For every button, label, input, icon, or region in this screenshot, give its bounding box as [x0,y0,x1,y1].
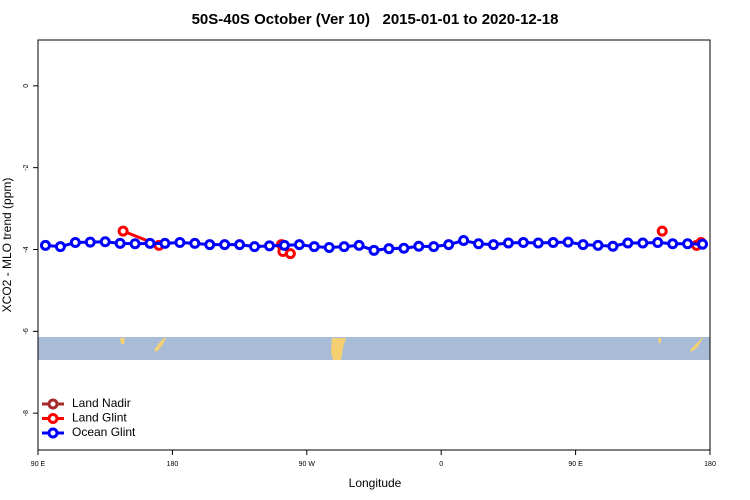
point [517,237,529,249]
x-tick-label: 90 W [299,461,316,468]
legend-marker [47,427,59,439]
x-tick-label: 90 E [568,461,583,468]
point [129,238,141,250]
point [368,244,380,256]
x-tick-label: 180 [704,461,716,468]
point [458,234,470,246]
point [532,237,544,249]
point [353,239,365,251]
point [99,236,111,248]
y-tick-label: -2 [23,164,30,170]
plot-frame [37,39,711,451]
point [249,241,261,253]
point [144,237,156,249]
point [577,239,589,251]
point [697,238,709,250]
y-tick-label: -6 [23,328,30,334]
point [39,239,51,251]
point [667,238,679,250]
x-tick-label: 180 [167,461,179,468]
y-tick-label: -8 [23,410,30,416]
point [159,237,171,249]
point [69,237,81,249]
map-land [120,338,703,360]
point [656,225,668,237]
point [428,241,440,253]
point [308,241,320,253]
x-axis-label: Longitude [349,476,402,490]
y-tick-label: 0 [23,84,30,88]
point [398,242,410,254]
point [502,237,514,249]
point [338,241,350,253]
legend-marker [47,413,59,424]
point [234,239,246,251]
point [637,237,649,249]
point [592,239,604,251]
point [413,240,425,252]
point [114,237,126,249]
point [323,241,335,253]
point [189,237,201,249]
legend-marker [47,398,59,410]
point [682,238,694,250]
point [487,239,499,251]
point [622,237,634,249]
x-tick-label: 0 [439,461,443,468]
point [652,237,664,249]
point [219,239,231,251]
legend-label: Land Glint [72,411,127,425]
point [263,240,275,252]
legend-label: Land Nadir [72,396,131,410]
point [443,239,455,251]
point [278,239,290,251]
point [383,243,395,255]
legend-label: Ocean Glint [72,425,136,439]
point [174,237,186,249]
point [547,237,559,249]
point [562,236,574,248]
point [293,239,305,251]
point [284,248,296,260]
y-tick-label: -4 [23,246,30,252]
point [54,241,66,253]
chart-title: 50S-40S October (Ver 10) 2015-01-01 to 2… [192,11,559,28]
point [204,239,216,251]
x-tick-label: 90 E [31,461,46,468]
point [117,225,129,237]
point [473,238,485,250]
point [84,236,96,248]
map-strip [38,337,710,360]
point [607,240,619,252]
y-axis-label: XCO2 - MLO trend (ppm) [0,178,14,313]
